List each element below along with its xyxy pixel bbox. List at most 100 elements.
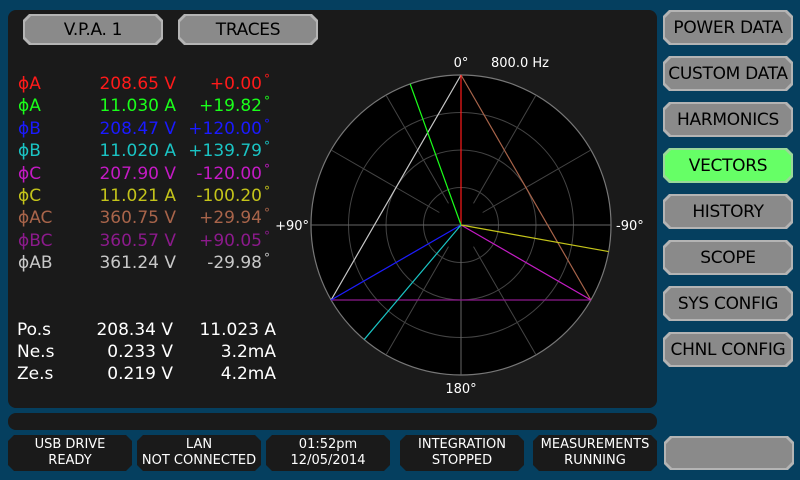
degree-symbol: °: [264, 72, 270, 86]
measurement-row: ϕAB 361.24 V -29.98 °: [18, 251, 280, 274]
nav-label: VECTORS: [665, 150, 791, 181]
degree-symbol: °: [264, 228, 270, 243]
sequence-label: Po.s: [17, 320, 52, 340]
traces-button[interactable]: TRACES: [178, 14, 318, 45]
phase-label: ϕAC: [18, 208, 53, 229]
nav-scope-button[interactable]: SCOPE: [663, 240, 793, 275]
sequence-row: Ne.s 0.233 V 3.2mA: [17, 341, 287, 363]
measurement-row: ϕA 11.030 A +19.82 °: [18, 94, 280, 117]
status-box: 01:52pm 12/05/2014: [266, 435, 390, 471]
nav-custom-data-button[interactable]: CUSTOM DATA: [663, 56, 793, 91]
phase-label: ϕC: [18, 163, 42, 184]
phase-label: ϕBC: [18, 230, 53, 251]
label-0-deg: 0°: [454, 56, 469, 71]
polar-spoke: [482, 149, 592, 213]
status-box: MEASUREMENTS RUNNING: [533, 435, 657, 471]
degree-symbol: °: [264, 139, 270, 154]
angle-value: -100.20: [196, 186, 262, 206]
sequence-label: Ne.s: [17, 342, 55, 362]
magnitude-value: 361.24 V: [99, 253, 176, 274]
sequence-current: 4.2mA: [220, 364, 276, 384]
phasor-ia: [409, 83, 462, 226]
angle-value: +90.05: [199, 230, 262, 251]
nav-label: CHNL CONFIG: [665, 334, 791, 365]
measurement-row: ϕC 11.021 A -100.20 °: [18, 184, 280, 207]
magnitude-value: 208.65 V: [99, 74, 176, 94]
measurement-row: ϕB 208.47 V +120.00 °: [18, 117, 280, 140]
angle-value: -120.00: [196, 163, 262, 184]
angle-value: +19.82: [199, 96, 262, 117]
nav-harmonics-button[interactable]: HARMONICS: [663, 102, 793, 137]
angle-value: +120.00: [188, 118, 262, 139]
nav-sys-config-button[interactable]: SYS CONFIG: [663, 286, 793, 321]
measurement-row: ϕB 11.020 A +139.79 °: [18, 139, 280, 162]
nav-power-data-button[interactable]: POWER DATA: [663, 10, 793, 45]
angle-value: +0.00: [209, 74, 262, 94]
label-minus-90-deg: -90°: [616, 219, 644, 234]
nav-label: HARMONICS: [665, 104, 791, 135]
vpa-button[interactable]: V.P.A. 1: [23, 14, 163, 45]
polar-spoke: [385, 94, 449, 204]
sequence-voltage: 0.219 V: [107, 364, 173, 384]
traces-label: TRACES: [180, 16, 316, 43]
sequence-row: Po.s 208.34 V 11.023 A: [17, 319, 287, 341]
degree-symbol: °: [264, 116, 270, 131]
magnitude-value: 11.030 A: [99, 96, 176, 117]
magnitude-value: 208.47 V: [99, 118, 176, 139]
phase-label: ϕA: [18, 74, 41, 94]
sequence-label: Ze.s: [17, 364, 54, 384]
phasor-ic: [460, 224, 609, 253]
status-box: USB DRIVE READY: [8, 435, 132, 471]
blank-button[interactable]: [664, 436, 794, 470]
status-box: INTEGRATION STOPPED: [400, 435, 524, 471]
magnitude-value: 11.020 A: [99, 141, 176, 162]
status-line1: LAN: [185, 437, 213, 452]
degree-symbol: °: [264, 206, 270, 221]
degree-symbol: °: [264, 251, 270, 266]
blank-button-face: [666, 438, 792, 468]
status-line2: NOT CONNECTED: [141, 453, 257, 468]
measurement-row: ϕA 208.65 V +0.00 °: [18, 72, 280, 95]
sequence-current: 3.2mA: [220, 342, 276, 362]
degree-symbol: °: [264, 161, 270, 176]
polar-spoke: [330, 149, 440, 213]
angle-value: +29.94: [199, 208, 262, 229]
magnitude-value: 11.021 A: [99, 186, 176, 206]
status-line1: INTEGRATION: [418, 437, 506, 452]
phase-label: ϕAB: [18, 253, 53, 274]
nav-history-button[interactable]: HISTORY: [663, 194, 793, 229]
label-180-deg: 180°: [445, 382, 476, 397]
nav-label: SYS CONFIG: [665, 288, 791, 319]
angle-value: +139.79: [188, 141, 262, 162]
measurement-row: ϕBC 360.57 V +90.05 °: [18, 229, 280, 252]
nav-vectors-button[interactable]: VECTORS: [663, 148, 793, 183]
label-plus-90-deg: +90°: [275, 219, 309, 234]
status-line2: READY: [48, 453, 92, 468]
status-line2: STOPPED: [431, 453, 493, 468]
degree-symbol: °: [264, 184, 270, 198]
status-box: LAN NOT CONNECTED: [137, 435, 261, 471]
polar-spoke: [473, 246, 537, 356]
sequence-row: Ze.s 0.219 V 4.2mA: [17, 363, 287, 385]
nav-label: POWER DATA: [665, 12, 791, 43]
vector-diagram: 0° 180° +90° -90° 800.0 Hz: [275, 56, 644, 397]
polar-spoke: [473, 94, 537, 204]
frequency-readout: 800.0 Hz: [491, 56, 549, 71]
degree-symbol: °: [264, 94, 270, 109]
magnitude-value: 360.57 V: [99, 230, 176, 251]
line-vector-ac: [460, 74, 592, 301]
measurement-row: ϕC 207.90 V -120.00 °: [18, 162, 280, 185]
nav-label: SCOPE: [665, 242, 791, 273]
main-panel: V.P.A. 1 TRACES ϕA 208.65 V +0.00 ° ϕA 11.030…: [8, 10, 657, 408]
phasor-ib: [363, 224, 462, 340]
polar-spoke: [385, 246, 449, 356]
phase-label: ϕB: [18, 118, 41, 139]
status-line1: USB DRIVE: [34, 437, 106, 452]
phasor-vc: [460, 224, 592, 301]
phase-label: ϕA: [18, 96, 41, 117]
status-line2: RUNNING: [564, 453, 626, 468]
phasor-vb: [330, 224, 462, 301]
nav-chnl-config-button[interactable]: CHNL CONFIG: [663, 332, 793, 367]
magnitude-value: 207.90 V: [99, 163, 176, 184]
phase-label: ϕC: [18, 186, 42, 206]
